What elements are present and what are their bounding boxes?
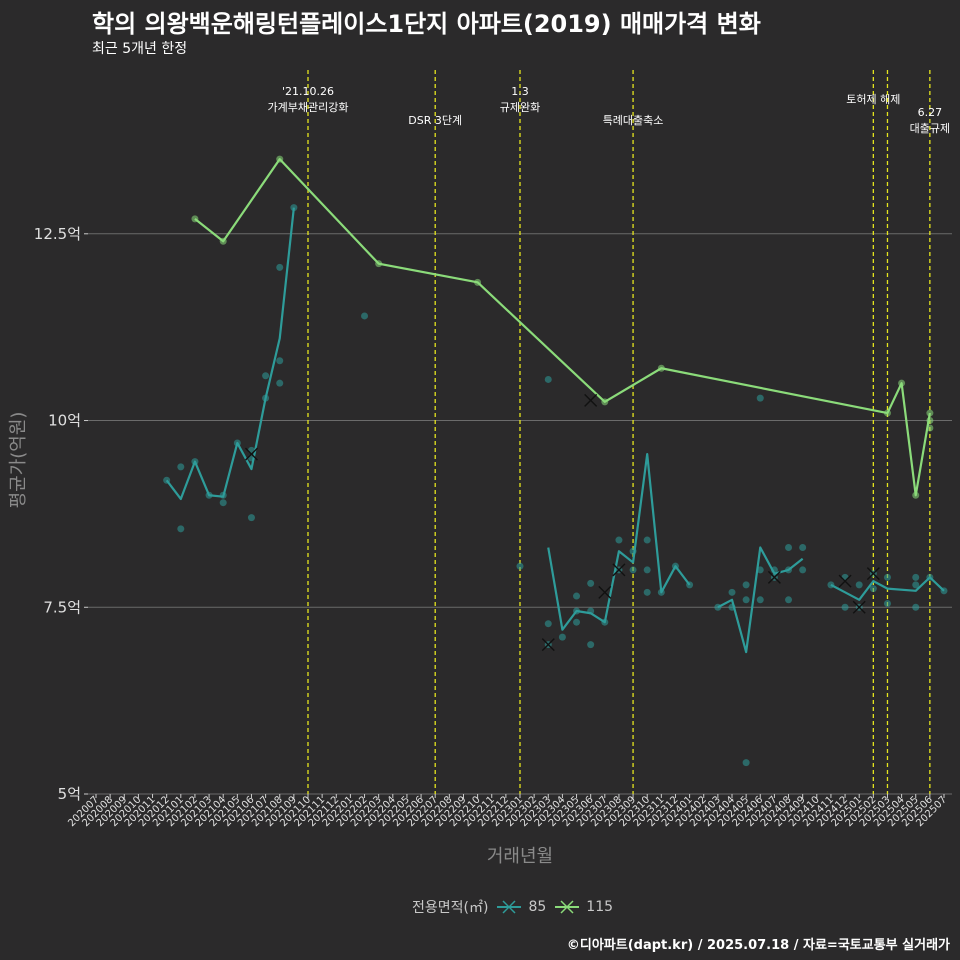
- data-point-85: [841, 603, 849, 611]
- y-tick-label: 10억: [48, 412, 81, 430]
- data-point-85: [785, 596, 793, 604]
- cross-stroke: [584, 393, 598, 407]
- data-point-85: [276, 263, 284, 271]
- series-line-85: [830, 576, 945, 601]
- data-point-85: [361, 312, 369, 320]
- data-point-85: [799, 566, 807, 574]
- cross-marker-115: [584, 393, 598, 407]
- data-point-85: [756, 394, 764, 402]
- data-point-85: [573, 618, 581, 626]
- policy-annotation: '21.10.26: [282, 85, 334, 98]
- data-point-85: [544, 375, 552, 383]
- data-point-85: [558, 633, 566, 641]
- legend-title: 전용면적(㎡): [412, 900, 489, 916]
- data-point-85: [587, 579, 595, 587]
- data-point-85: [219, 499, 227, 507]
- data-point-85: [587, 641, 595, 649]
- data-point-85: [629, 566, 637, 574]
- data-point-85: [742, 581, 750, 589]
- data-point-85: [516, 562, 524, 570]
- data-point-85: [643, 536, 651, 544]
- cross-stroke: [838, 574, 852, 588]
- cross-stroke: [612, 563, 626, 577]
- policy-annotation: DSR 3단계: [408, 114, 462, 127]
- data-point-85: [785, 544, 793, 552]
- data-point-85: [912, 603, 920, 611]
- data-point-85: [841, 573, 849, 581]
- cross-marker-85: [612, 563, 626, 577]
- cross-marker-85: [866, 567, 880, 581]
- data-point-85: [643, 588, 651, 596]
- data-point-85: [855, 581, 863, 589]
- policy-annotation: 6.27: [918, 106, 943, 119]
- data-point-85: [643, 566, 651, 574]
- data-point-85: [912, 581, 920, 589]
- policy-annotation: 특례대출축소: [603, 114, 664, 127]
- chart-title: 학의 의왕백운해링턴플레이스1단지 아파트(2019) 매매가격 변화: [92, 10, 761, 38]
- policy-annotation: 대출규제: [910, 122, 950, 135]
- data-point-85: [883, 600, 891, 608]
- cross-marker-85: [838, 574, 852, 588]
- legend-label-85: 85: [528, 899, 547, 915]
- chart-subtitle: 최근 5개년 한정: [92, 41, 188, 57]
- legend-item-85: 85: [496, 899, 546, 915]
- cross-marker-85: [598, 585, 612, 599]
- y-tick-label: 12.5억: [34, 225, 81, 243]
- cross-stroke: [767, 570, 781, 584]
- y-axis-label: 평균가(억원): [8, 411, 29, 509]
- data-point-85: [276, 379, 284, 387]
- cross-marker-85: [767, 570, 781, 584]
- data-point-85: [262, 372, 270, 380]
- cross-stroke: [598, 585, 612, 599]
- data-point-85: [883, 573, 891, 581]
- data-point-85: [573, 592, 581, 600]
- data-point-85: [799, 544, 807, 552]
- policy-annotation: 1.3: [511, 85, 529, 98]
- cross-stroke: [866, 567, 880, 581]
- data-point-85: [177, 463, 185, 471]
- series-115: [191, 155, 934, 499]
- data-point-85: [177, 525, 185, 533]
- data-point-85: [276, 357, 284, 365]
- data-point-85: [544, 620, 552, 628]
- x-axis-label: 거래년월: [486, 846, 554, 867]
- legend-item-115: 115: [554, 899, 613, 915]
- data-point-85: [869, 585, 877, 593]
- data-point-85: [756, 596, 764, 604]
- cross-stroke: [852, 600, 866, 614]
- policy-annotation: 가계부채관리강화: [268, 101, 349, 114]
- legend-key-115: [555, 900, 580, 914]
- data-point-85: [728, 588, 736, 596]
- data-point-85: [742, 759, 750, 767]
- data-point-85: [742, 596, 750, 604]
- data-point-85: [247, 514, 255, 522]
- cross-marker-85: [541, 638, 555, 652]
- y-tick-label: 7.5억: [43, 598, 81, 616]
- policy-annotation: 토허제 해제: [846, 92, 900, 106]
- y-tick-label: 5억: [58, 785, 81, 803]
- cross-marker-85: [244, 447, 258, 461]
- policy-annotation: 규제완화: [500, 101, 540, 114]
- cross-stroke: [541, 638, 555, 652]
- series-line-85: [165, 207, 295, 501]
- series-line-115: [194, 158, 931, 497]
- series-line-85: [547, 453, 691, 631]
- legend: 전용면적(㎡) 85 115: [412, 897, 613, 917]
- series-line-85: [717, 546, 804, 654]
- series-85: [163, 204, 948, 767]
- legend-key-85: [497, 900, 522, 914]
- data-point-85: [912, 573, 920, 581]
- cross-stroke: [244, 447, 258, 461]
- cross-marker-85: [852, 600, 866, 614]
- legend-label-115: 115: [586, 899, 614, 915]
- source-caption: ©디아파트(dapt.kr) / 2025.07.18 / 자료=국토교통부 실…: [566, 938, 950, 953]
- data-point-85: [615, 536, 623, 544]
